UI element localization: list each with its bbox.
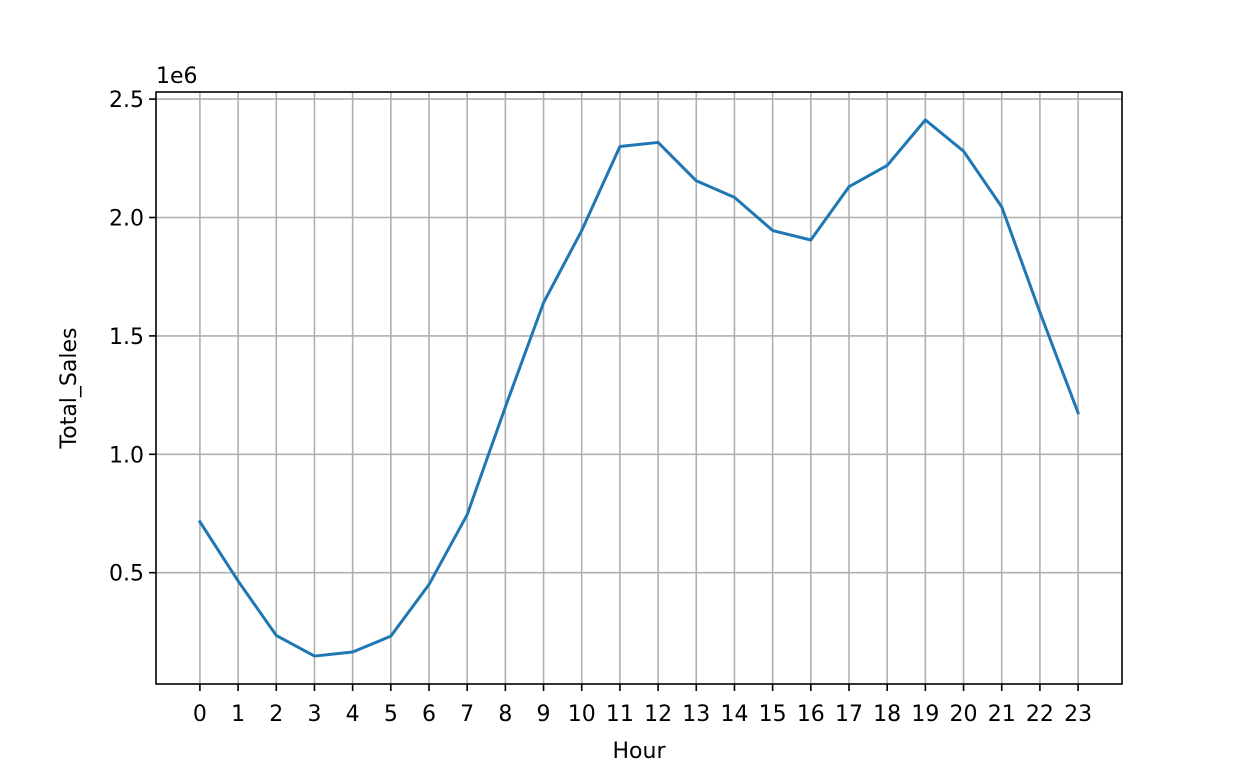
y-tick-label: 1.0 [109, 443, 144, 468]
x-tick-label: 10 [568, 702, 596, 727]
x-tick-label: 4 [346, 702, 360, 727]
x-tick-label: 21 [988, 702, 1016, 727]
x-tick-label: 3 [307, 702, 321, 727]
x-tick-label: 1 [231, 702, 245, 727]
x-tick-label: 8 [498, 702, 512, 727]
y-axis-label: Total_Sales [57, 328, 82, 450]
y-tick-label: 0.5 [109, 562, 144, 587]
x-tick-label: 17 [835, 702, 863, 727]
x-axis-label: Hour [613, 739, 667, 764]
grid [156, 92, 1122, 684]
y-tick-label: 1.5 [109, 325, 144, 350]
plot-frame [155, 91, 1123, 685]
x-tick-label: 5 [384, 702, 398, 727]
x-tick-label: 16 [797, 702, 825, 727]
x-tick-label: 7 [460, 702, 474, 727]
series [197, 118, 1081, 658]
x-tick-label: 11 [606, 702, 634, 727]
x-tick-label: 14 [720, 702, 748, 727]
x-tick-label: 6 [422, 702, 436, 727]
x-tick-label: 13 [682, 702, 710, 727]
x-tick-label: 19 [911, 702, 939, 727]
x-tick-label: 15 [759, 702, 787, 727]
x-tick-label: 23 [1064, 702, 1092, 727]
y-tick-label: 2.0 [109, 207, 144, 232]
x-tick-label: 9 [537, 702, 551, 727]
x-tick-label: 12 [644, 702, 672, 727]
x-tick-label: 20 [950, 702, 978, 727]
y-tick-label: 2.5 [109, 88, 144, 113]
ticks: 0 1 2 3 4 5 6 7 8 9 10 11 12 13 14 15 16 17 18 19 20 21 22 230.… [109, 88, 1092, 727]
x-tick-label: 2 [269, 702, 283, 727]
y-offset-text: 1e6 [156, 64, 198, 89]
series-line [197, 118, 1081, 658]
x-tick-label: 18 [873, 702, 901, 727]
x-tick-label: 0 [193, 702, 207, 727]
x-tick-label: 22 [1026, 702, 1054, 727]
